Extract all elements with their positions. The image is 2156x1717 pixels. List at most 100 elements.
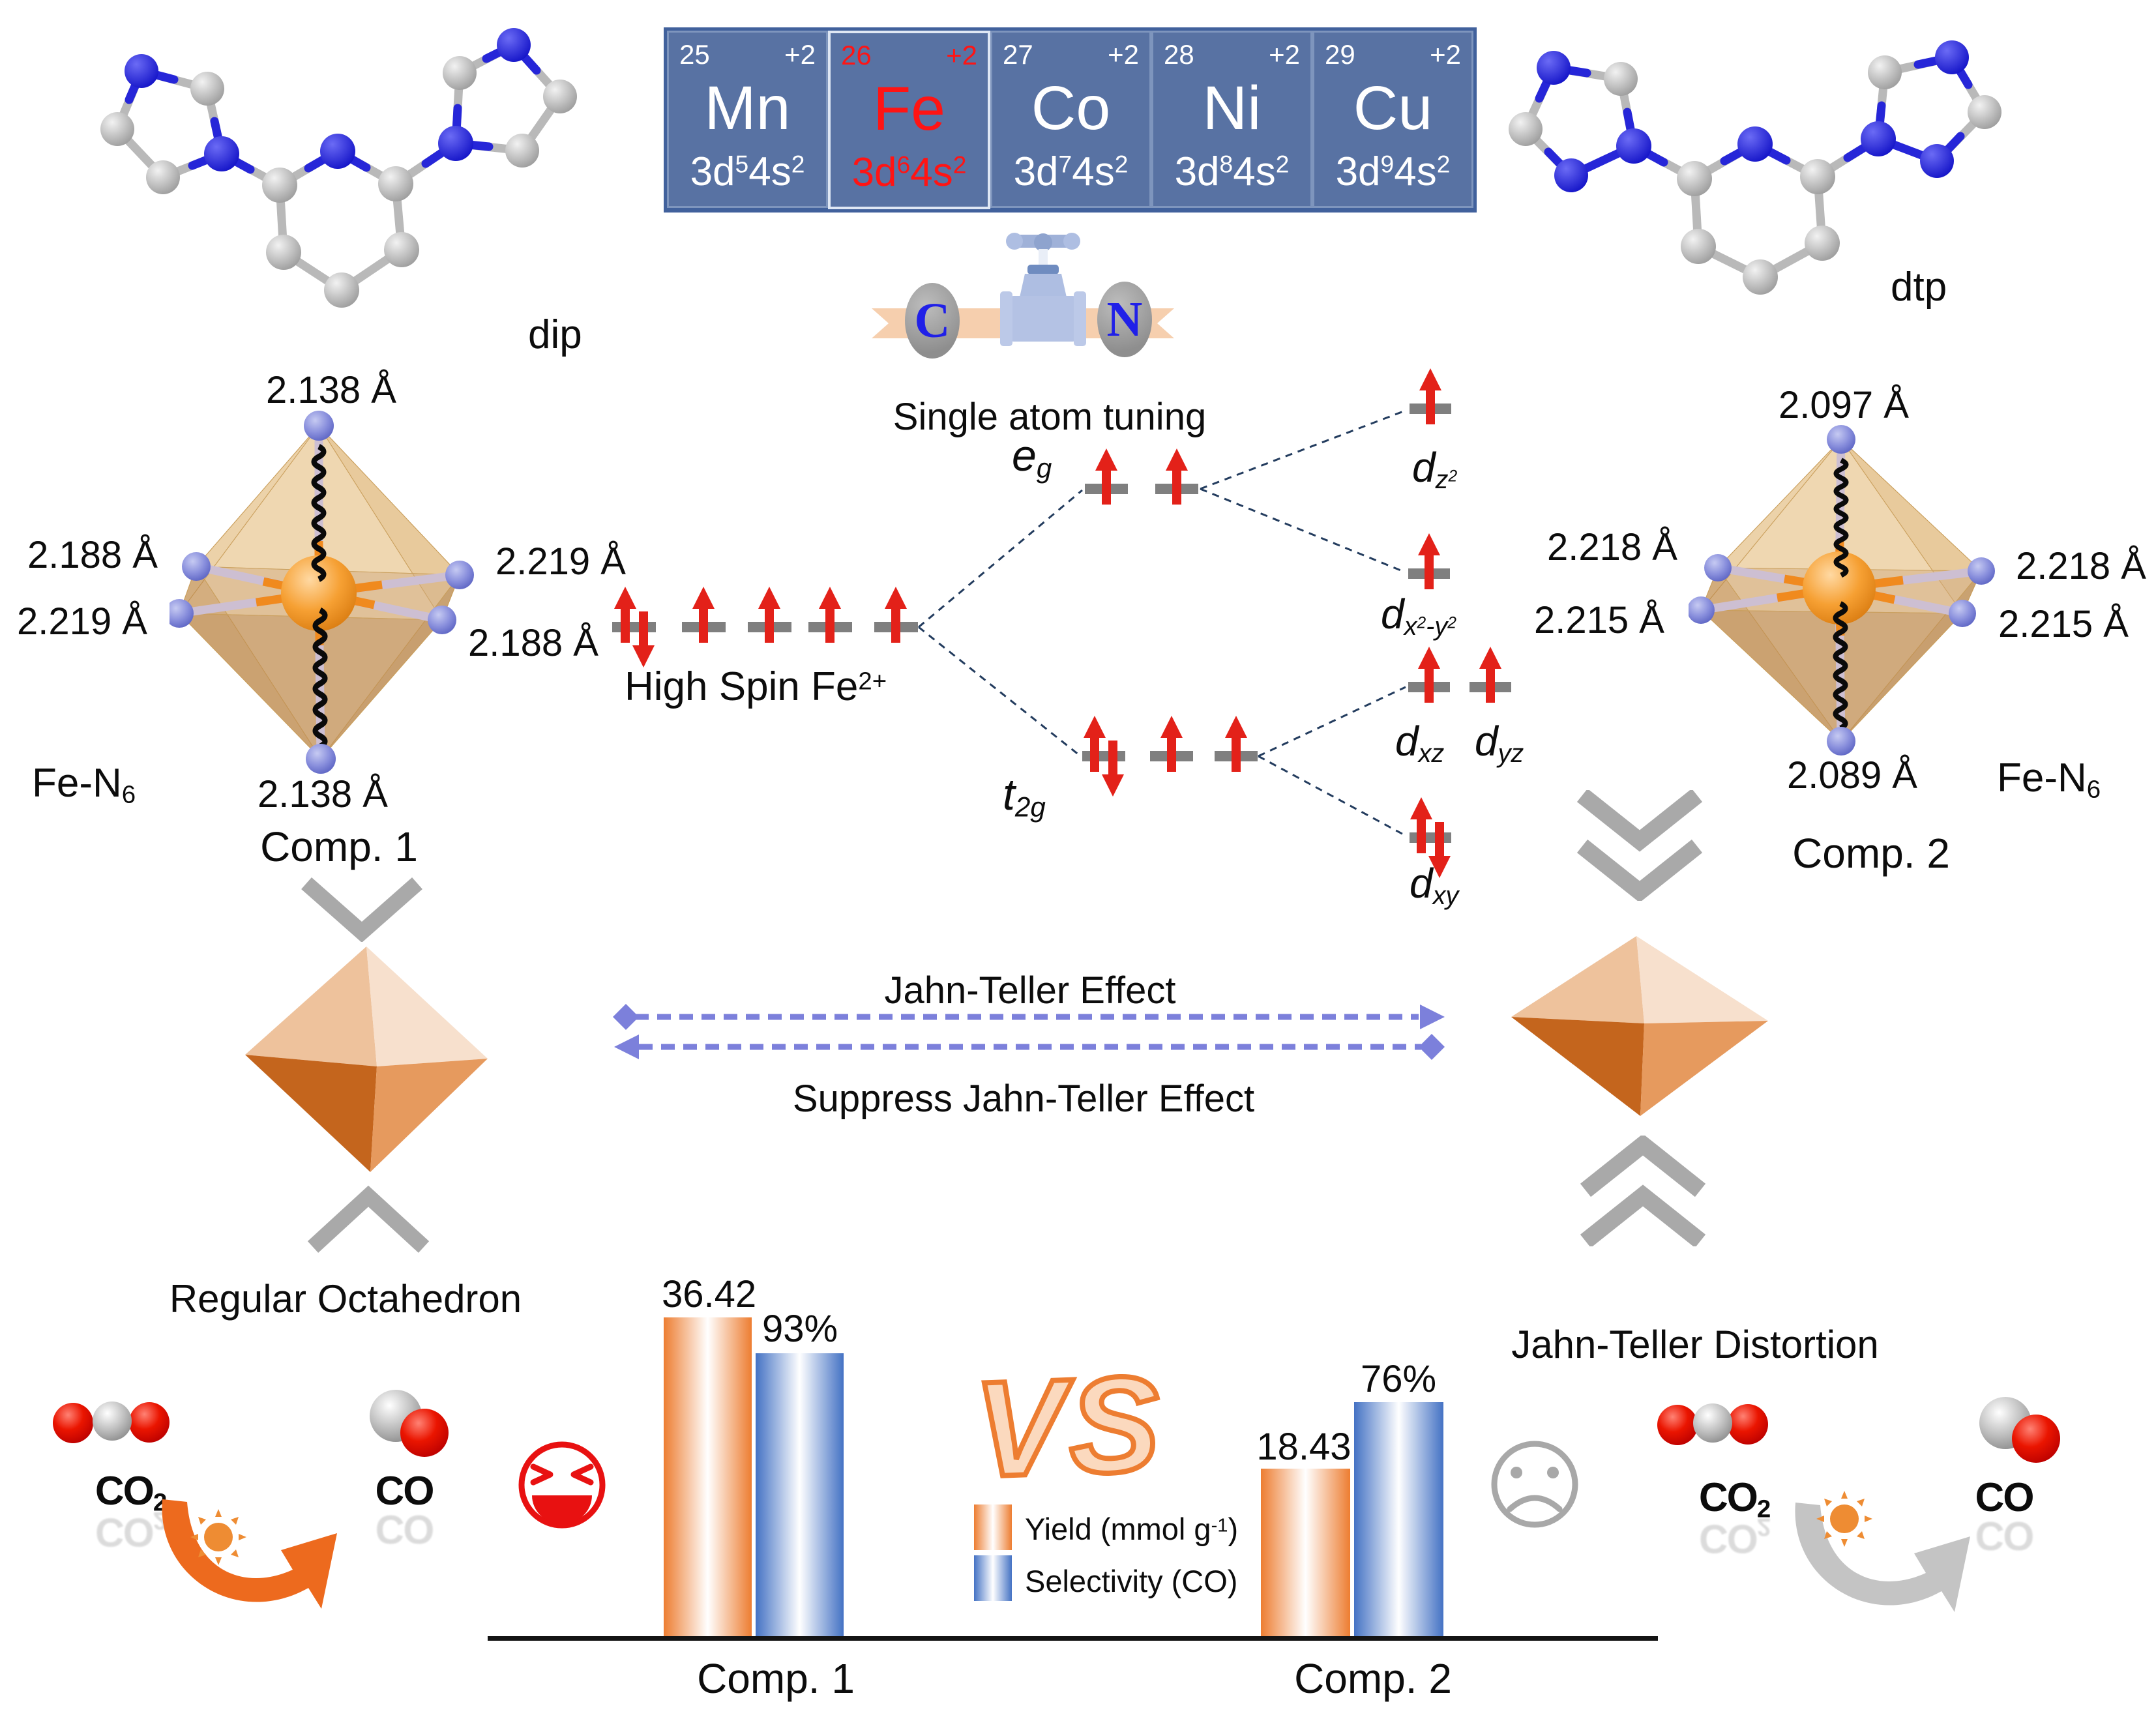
- dxy-label: dxy: [1410, 860, 1459, 910]
- distorted-octahedron-icon: [1511, 936, 1768, 1116]
- comp1-octahedron-3d: [170, 411, 474, 774]
- co2-label-left: CO2: [95, 1469, 167, 1517]
- co-label-left-reflection: CO: [375, 1506, 434, 1551]
- atomic-number: 26: [841, 40, 872, 70]
- conversion-arrow-right-icon: [1795, 1503, 1970, 1612]
- effect-arrow-head: [1420, 1005, 1445, 1029]
- vs-label: VS: [969, 1345, 1168, 1508]
- periodic-cell-mn: 25 +2 Mn 3d54s2: [667, 31, 828, 208]
- dx2y2-label: dx2-y2: [1381, 591, 1456, 641]
- co-label-right: CO: [1975, 1475, 2035, 1520]
- atomic-number: 25: [679, 39, 710, 70]
- electron-configuration: 3d54s2: [690, 149, 805, 194]
- eg-label: eg: [1012, 431, 1052, 484]
- suppress-arrow-head: [614, 1035, 639, 1059]
- co-label-right-reflection: CO: [1975, 1513, 2033, 1558]
- dtp-molecule-structure: [1509, 40, 2001, 295]
- t2g-label: t2g: [1003, 770, 1046, 823]
- comp2-n-atoms: [1689, 425, 1995, 756]
- dtp-atoms: [1509, 40, 2001, 295]
- element-symbol: Mn: [704, 74, 791, 143]
- comp2-yield-value: 18.43: [1256, 1426, 1351, 1468]
- suppress-jahn-teller-label: Suppress Jahn-Teller Effect: [792, 1078, 1255, 1120]
- comp2-bond-left-lower: 2.215 Å: [1534, 599, 1664, 641]
- co2-molecule-right: [1657, 1403, 1768, 1445]
- carbon-letter: C: [914, 293, 951, 348]
- comp2-bond-right-upper: 2.218 Å: [2016, 545, 2146, 587]
- oxidation-state: +2: [946, 40, 977, 70]
- dz2-label: dz2: [1412, 444, 1458, 494]
- atomic-number: 29: [1325, 39, 1355, 70]
- comp2-fe-atom: [1803, 551, 1876, 624]
- sun-icon-left: [190, 1509, 246, 1565]
- dxz-label: dxz: [1395, 718, 1445, 768]
- atomic-number: 28: [1164, 39, 1194, 70]
- regular-octahedron-label: Regular Octahedron: [169, 1277, 522, 1321]
- oxidation-state: +2: [1430, 39, 1461, 70]
- comp1-bond-top: 2.138 Å: [266, 369, 396, 411]
- nitrogen-atom-chip: N: [1097, 282, 1152, 357]
- energy-level-bars: [612, 404, 1511, 843]
- periodic-cell-cu: 29 +2 Cu 3d94s2: [1312, 31, 1473, 208]
- comp1-bond-right-upper: 2.219 Å: [495, 540, 626, 583]
- suppress-arrow-diamond: [1419, 1034, 1445, 1060]
- chevron-down-icon: [301, 877, 422, 942]
- co-molecule-right: [1979, 1397, 2060, 1463]
- dyz-label: dyz: [1475, 718, 1524, 768]
- oxidation-state: +2: [1108, 39, 1139, 70]
- comp2-springs: [1833, 458, 1849, 731]
- single-atom-tuning-caption: Single atom tuning: [893, 396, 1207, 438]
- jahn-teller-effect-label: Jahn-Teller Effect: [884, 969, 1176, 1012]
- dip-molecule-structure: [100, 28, 577, 308]
- comp2-bond-right-lower: 2.215 Å: [1998, 603, 2129, 645]
- electron-configuration: 3d74s2: [1013, 149, 1129, 194]
- comp1-bond-left-upper: 2.188 Å: [27, 534, 158, 576]
- electron-configuration: 3d84s2: [1174, 149, 1290, 194]
- comp1-name: Comp. 1: [260, 823, 418, 870]
- comp2-formula: Fe-N6: [1997, 756, 2101, 804]
- nitrogen-letter: N: [1106, 291, 1143, 347]
- electron-configuration: 3d64s2: [851, 150, 967, 195]
- dip-atoms: [100, 28, 577, 308]
- effect-arrow-diamond: [613, 1004, 639, 1030]
- periodic-table-strip: 25 +2 Mn 3d54s2 26 +2 Fe 3d64s2 27 +2 Co…: [664, 27, 1477, 213]
- comp1-yield-bar: [664, 1317, 752, 1638]
- chart-baseline: [488, 1636, 1658, 1641]
- electron-spin-arrows: [614, 368, 1501, 878]
- legend-selectivity-label: Selectivity (CO): [1025, 1564, 1238, 1598]
- comp1-n-atoms: [170, 411, 474, 774]
- dtp-label: dtp: [1891, 265, 1947, 310]
- laughing-face-icon: [518, 1441, 606, 1529]
- dip-label: dip: [528, 312, 582, 357]
- sad-face-icon: [1491, 1441, 1578, 1528]
- regular-octahedron-icon: [245, 947, 488, 1172]
- comp1-formula: Fe-N6: [32, 761, 136, 809]
- element-symbol: Ni: [1202, 74, 1262, 143]
- conversion-arrow-left-icon: [162, 1499, 337, 1609]
- legend-yield-label: Yield (mmol g-1): [1025, 1512, 1239, 1546]
- co2-label-right: CO2: [1698, 1475, 1771, 1523]
- double-chevron-up-icon: [1580, 1136, 1706, 1246]
- comp2-octahedron-3d: [1689, 425, 1995, 756]
- high-spin-label: High Spin Fe2+: [625, 664, 887, 709]
- element-symbol: Cu: [1353, 74, 1433, 143]
- comp1-bond-bottom: 2.138 Å: [258, 773, 388, 815]
- comp1-fe-atom: [281, 555, 357, 631]
- chart-category-comp1: Comp. 1: [697, 1655, 855, 1702]
- jahn-teller-arrows: [613, 1004, 1445, 1060]
- comp1-bond-left-lower: 2.219 Å: [17, 600, 147, 643]
- comp1-yield-value: 36.42: [662, 1273, 757, 1315]
- level-connectors: [918, 409, 1408, 838]
- oxidation-state: +2: [784, 39, 816, 70]
- valve-icon: [1000, 233, 1086, 346]
- oxidation-state: +2: [1269, 39, 1300, 70]
- chart-category-comp2: Comp. 2: [1294, 1655, 1452, 1702]
- legend-yield-swatch: [974, 1504, 1012, 1550]
- periodic-cell-co: 27 +2 Co 3d74s2: [990, 31, 1151, 208]
- comp1-selectivity-bar: [756, 1353, 844, 1638]
- co-label-left: CO: [375, 1469, 435, 1514]
- comp2-bond-bottom: 2.089 Å: [1787, 754, 1917, 797]
- comp2-name: Comp. 2: [1792, 830, 1950, 877]
- jahn-teller-distortion-label: Jahn-Teller Distortion: [1511, 1323, 1879, 1366]
